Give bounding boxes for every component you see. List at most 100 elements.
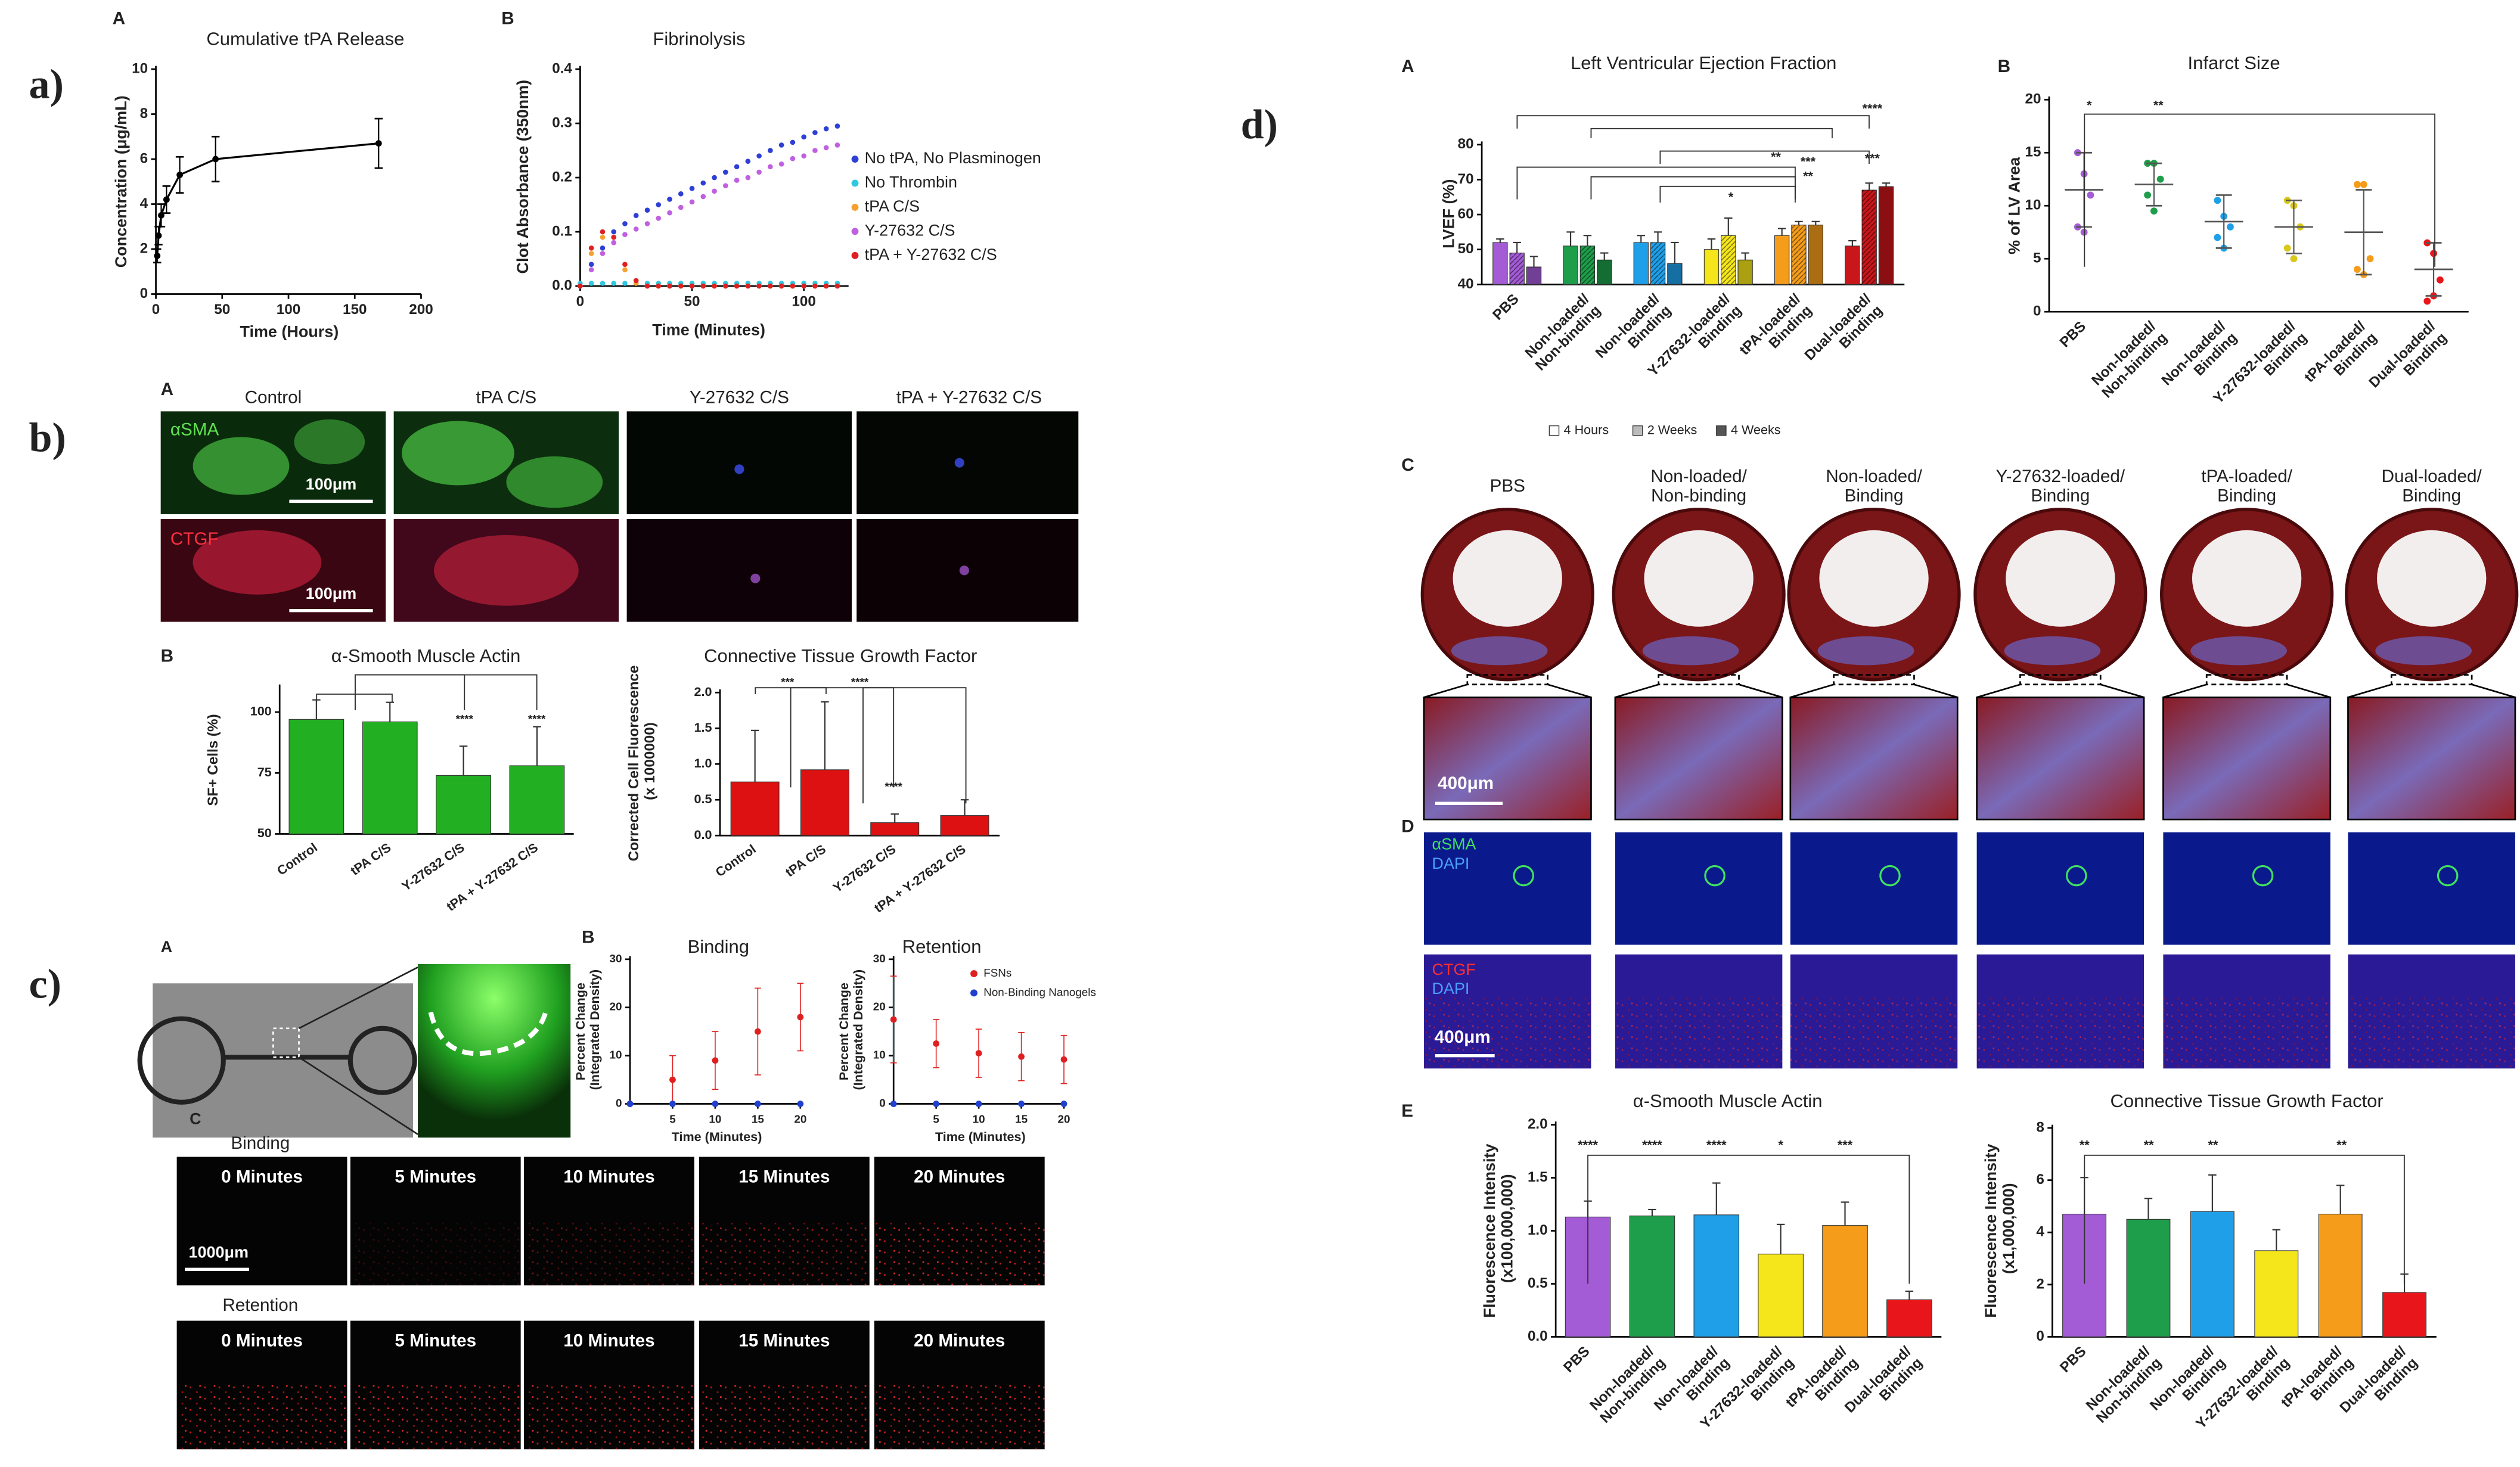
scar xyxy=(2375,636,2472,666)
point xyxy=(622,262,628,267)
point xyxy=(644,283,650,289)
bar xyxy=(1563,245,1578,285)
connector xyxy=(2348,683,2392,698)
y-tick-label: 4 xyxy=(140,195,148,212)
y-axis-label: Percent Change (Integrated Density) xyxy=(572,969,601,1093)
significance-label: **** xyxy=(851,676,869,688)
point xyxy=(756,153,762,158)
image xyxy=(626,519,852,622)
y-axis-label: SF+ Cells (%) xyxy=(205,714,221,806)
cell xyxy=(193,437,290,495)
x-tick-label: 10 xyxy=(973,1112,985,1125)
point xyxy=(2214,234,2221,241)
panel-label: c) xyxy=(29,961,61,1007)
panel-label: d) xyxy=(1241,102,1278,148)
significance-label: *** xyxy=(1838,1137,1853,1152)
bar xyxy=(800,769,849,836)
y-tick-label: 0.4 xyxy=(552,60,572,76)
y-tick-label: 2.0 xyxy=(694,684,712,699)
time-label: 20 Minutes xyxy=(914,1167,1005,1186)
panel-letter: A xyxy=(113,8,125,28)
bar-shade xyxy=(1737,260,1753,285)
scar xyxy=(1642,636,1739,666)
vessel xyxy=(1513,865,1535,887)
x-tick-label: 50 xyxy=(214,302,230,318)
stain-label: CTGF xyxy=(1432,961,1476,978)
bar xyxy=(1758,1254,1804,1338)
signal xyxy=(524,1385,694,1450)
connector xyxy=(298,1056,418,1135)
panel-letter: C xyxy=(190,1110,201,1128)
y-tick-label: 10 xyxy=(2025,197,2041,213)
bar xyxy=(1703,249,1720,285)
significance-label: * xyxy=(2087,98,2092,113)
scar xyxy=(2190,636,2288,666)
y-tick-label: 30 xyxy=(873,952,886,965)
roi xyxy=(2019,674,2102,686)
y-tick-label: 0 xyxy=(616,1097,622,1109)
nucleus xyxy=(750,573,761,583)
point xyxy=(756,283,762,289)
y-tick-label: 0.0 xyxy=(552,277,572,293)
point xyxy=(745,158,751,164)
y-axis-label: Percent Change (Integrated Density) xyxy=(836,969,865,1093)
point xyxy=(712,1057,719,1064)
panel-letter: B xyxy=(582,928,594,947)
point xyxy=(975,1101,982,1107)
stain-image xyxy=(2163,832,2330,945)
group-label: tPA-loaded/Binding xyxy=(2201,467,2293,505)
significance-label: ** xyxy=(2144,1137,2154,1152)
chart-title: α-Smooth Muscle Actin xyxy=(1633,1090,1823,1111)
legend-marker xyxy=(970,989,977,997)
point xyxy=(600,251,606,256)
point xyxy=(656,202,662,207)
y-tick-label: 0.0 xyxy=(1528,1328,1548,1344)
connector xyxy=(298,966,418,1029)
y-tick-label: 0 xyxy=(879,1097,886,1109)
stain-label: DAPI xyxy=(1432,980,1470,997)
significance-label: **** xyxy=(1642,1137,1662,1152)
y-tick-label: 0.5 xyxy=(1528,1275,1548,1291)
time-label: 0 Minutes xyxy=(221,1167,303,1186)
point xyxy=(633,278,639,284)
zoom-image xyxy=(2162,696,2332,820)
x-tick-label: 15 xyxy=(1015,1112,1028,1125)
image xyxy=(856,411,1079,514)
significance-label: ** xyxy=(1771,149,1781,164)
point xyxy=(588,245,594,251)
connector xyxy=(2100,683,2145,698)
point xyxy=(678,283,684,289)
row-label: CTGF xyxy=(170,529,219,549)
legend-label: No tPA, No Plasminogen xyxy=(865,149,1041,167)
chart-title: Connective Tissue Growth Factor xyxy=(2110,1090,2383,1111)
point xyxy=(801,153,806,158)
x-tick-label: 50 xyxy=(684,293,700,309)
lumen xyxy=(2377,530,2487,627)
point xyxy=(163,196,170,203)
bar xyxy=(1693,1214,1740,1338)
x-axis-label: Time (Minutes) xyxy=(672,1129,762,1144)
x-tick-label: 5 xyxy=(933,1112,939,1125)
point xyxy=(2087,191,2094,199)
x-tick-label: 100 xyxy=(792,293,815,309)
group-label: Non-loaded/Binding xyxy=(1826,467,1922,505)
legend-label: FSNs xyxy=(983,966,1011,979)
significance-label: **** xyxy=(528,713,546,725)
point xyxy=(834,123,840,129)
time-label: 5 Minutes xyxy=(395,1331,476,1350)
significance-bracket xyxy=(1659,185,1796,203)
point xyxy=(723,169,728,175)
significance-bracket xyxy=(1659,150,1870,164)
roi xyxy=(1833,674,1915,686)
inset xyxy=(418,964,571,1138)
connector xyxy=(1547,683,1591,698)
bar-shade xyxy=(1808,225,1823,285)
point xyxy=(626,1101,634,1107)
roi xyxy=(2390,674,2473,686)
point xyxy=(622,221,628,226)
significance-bracket xyxy=(2084,1154,2405,1284)
connector xyxy=(1790,683,1835,698)
point xyxy=(890,1101,897,1107)
y-tick-label: 0.2 xyxy=(552,169,572,185)
